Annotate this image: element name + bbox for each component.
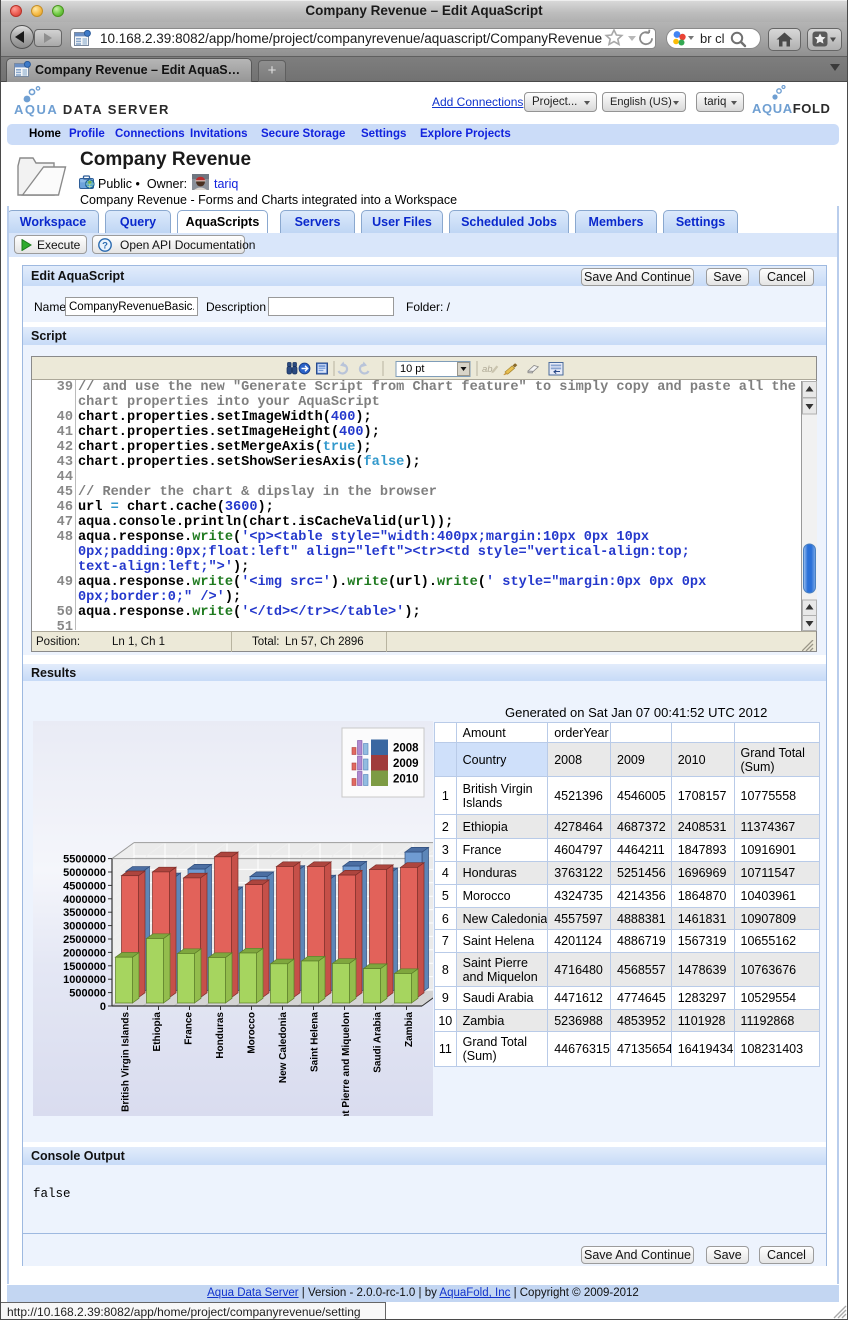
- svg-text:3000000: 3000000: [63, 921, 106, 933]
- svg-text:2000000: 2000000: [63, 947, 106, 959]
- svg-text:Honduras: Honduras: [215, 1012, 226, 1059]
- svg-text:4500000: 4500000: [63, 880, 106, 892]
- svg-text:2008: 2008: [393, 743, 419, 755]
- svg-text:0: 0: [100, 1001, 106, 1013]
- svg-text:France: France: [184, 1012, 195, 1045]
- svg-text:Ethiopia: Ethiopia: [152, 1012, 163, 1052]
- svg-text:5000000: 5000000: [63, 867, 106, 879]
- svg-text:5500000: 5500000: [63, 854, 106, 866]
- svg-text:New Caledonia: New Caledonia: [278, 1012, 289, 1084]
- svg-text:1000000: 1000000: [63, 974, 106, 986]
- svg-text:2009: 2009: [393, 758, 419, 770]
- svg-text:500000: 500000: [69, 988, 106, 1000]
- svg-text:Zambia: Zambia: [404, 1012, 415, 1047]
- svg-text:ab: ab: [482, 364, 493, 375]
- svg-text:4000000: 4000000: [63, 894, 106, 906]
- svg-text:British Virgin Islands: British Virgin Islands: [121, 1012, 132, 1112]
- svg-text:Morocco: Morocco: [247, 1012, 258, 1054]
- svg-text:Saint Pierre and Miquelon: Saint Pierre and Miquelon: [341, 1012, 352, 1116]
- svg-text:3500000: 3500000: [63, 907, 106, 919]
- svg-text:2010: 2010: [393, 774, 419, 786]
- svg-text:Saint Helena: Saint Helena: [310, 1012, 321, 1072]
- svg-text:10 pt: 10 pt: [400, 363, 424, 375]
- svg-text:1500000: 1500000: [63, 961, 106, 973]
- svg-text:?: ?: [102, 241, 108, 252]
- svg-text:2500000: 2500000: [63, 934, 106, 946]
- svg-text:Saudi Arabia: Saudi Arabia: [373, 1012, 384, 1073]
